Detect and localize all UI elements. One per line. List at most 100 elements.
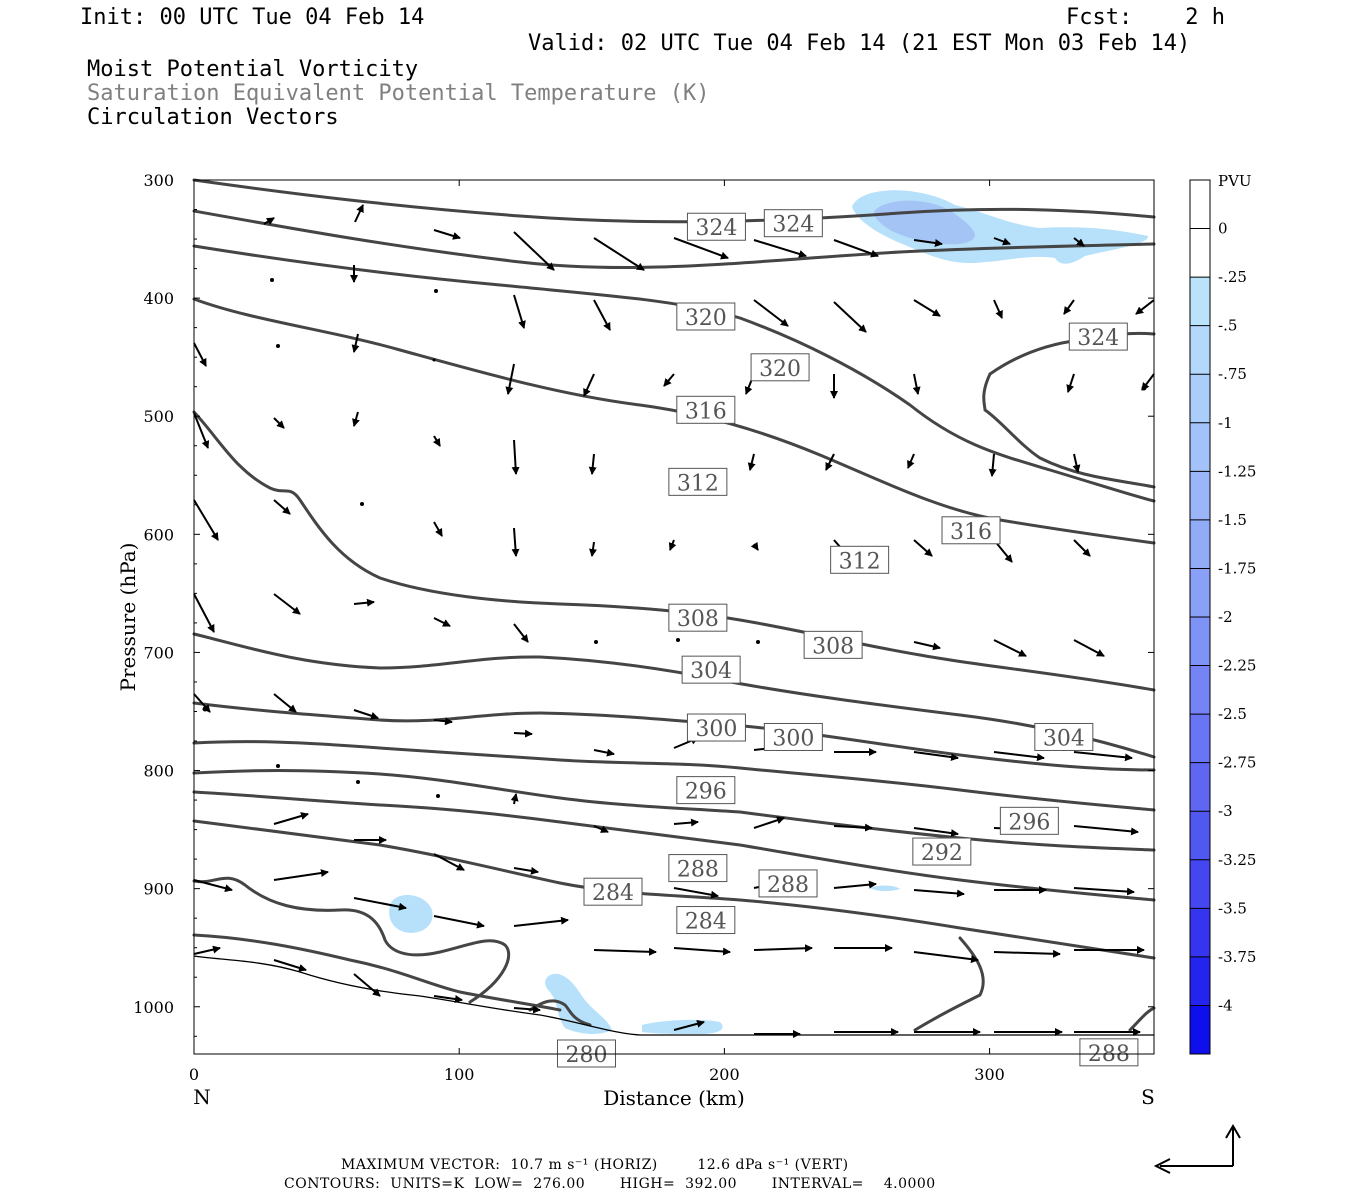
contour-label: 296 [676, 776, 736, 805]
colorbar-label: -1.25 [1218, 462, 1256, 480]
contour-line [192, 790, 1156, 902]
vector-arrow [913, 827, 959, 838]
vector-arrow [273, 812, 309, 825]
vector-dot [756, 640, 760, 644]
contour-label-text: 312 [839, 549, 881, 574]
vector-arrow [668, 539, 677, 551]
contour-label-box [676, 906, 736, 935]
contour-line [192, 410, 1156, 692]
contour-label: 300 [763, 722, 823, 751]
title-mpv: Moist Potential Vorticity [87, 57, 419, 82]
colorbar-swatch [1190, 859, 1210, 909]
colorbar-swatch [1190, 908, 1210, 957]
vector-arrow [1066, 373, 1075, 393]
contour-label-text: 304 [1043, 726, 1085, 751]
vector-arrow [750, 541, 759, 551]
vector-arrow [913, 751, 959, 762]
vector-arrow [432, 435, 441, 447]
contour-label-box [1034, 722, 1094, 751]
colorbar-label: -3.75 [1218, 948, 1256, 966]
contour-line [192, 819, 1156, 960]
y-tick-label: 800 [143, 762, 174, 781]
vector-arrow [833, 823, 873, 832]
pv-region-low1 [389, 894, 433, 933]
contour-label-text: 316 [685, 399, 727, 424]
contour-label-box [912, 837, 972, 866]
vector-arrow [753, 944, 813, 953]
vector-arrow [833, 880, 877, 889]
colorbar-label: -3 [1218, 802, 1233, 820]
vector-arrow [593, 825, 609, 833]
zero-vector-dots [202, 278, 1147, 798]
y-tick-label: 1000 [133, 998, 174, 1017]
vector-arrow [273, 959, 307, 972]
vector-arrow [588, 453, 597, 475]
x-tick-label: 300 [974, 1065, 1005, 1084]
vector-arrow [273, 869, 329, 881]
contour-label: 324 [763, 209, 823, 238]
vector-dot [276, 344, 280, 348]
vector-arrow [263, 217, 275, 226]
contour-label-text: 308 [677, 607, 719, 632]
vector-dot [436, 794, 440, 798]
contour-label-text: 284 [685, 910, 727, 935]
contour-label: 316 [676, 395, 736, 424]
contour-label-box [676, 776, 736, 805]
contour-label-box [1079, 1038, 1139, 1067]
contour-label: 316 [941, 516, 1001, 545]
vector-arrow [1073, 825, 1139, 836]
vector-arrow [753, 239, 807, 258]
contour-line [192, 297, 1156, 545]
contour-label: 288 [1079, 1038, 1139, 1067]
contour-label-box [686, 713, 746, 742]
vector-arrow [593, 748, 615, 757]
contour-label: 288 [668, 854, 728, 883]
contour-label-box [676, 395, 736, 424]
vector-arrow [193, 879, 233, 893]
vector-dot [594, 640, 598, 644]
vector-arrow [913, 539, 933, 557]
colorbar-label: -1 [1218, 414, 1233, 432]
contour-label: 304 [681, 655, 741, 684]
vector-arrow [825, 453, 835, 471]
y-tick-label: 900 [143, 880, 174, 899]
contour-line [528, 999, 592, 1027]
vector-arrow [513, 231, 555, 271]
vector-arrow [589, 541, 597, 557]
vector-dot [432, 358, 436, 362]
x-tick-label: 100 [444, 1065, 475, 1084]
contour-label-text: 284 [592, 881, 634, 906]
vector-arrow [193, 342, 207, 367]
contour-label-box [583, 877, 643, 906]
vector-arrow [353, 973, 381, 997]
contour-line [192, 769, 1156, 852]
contour-label-box [999, 806, 1059, 835]
contour-label-text: 296 [1008, 810, 1050, 835]
vector-arrow [1073, 751, 1133, 762]
contour-label: 312 [830, 545, 890, 574]
contour-label-text: 308 [812, 634, 854, 659]
vector-arrow [913, 951, 979, 964]
contour-label-box [830, 545, 890, 574]
colorbar-label: -2.75 [1218, 754, 1256, 772]
colorbar-swatch [1190, 422, 1210, 472]
vector-arrow [993, 299, 1003, 319]
title-vectors: Circulation Vectors [87, 105, 339, 130]
vector-arrow [673, 887, 719, 899]
y-tick-label: 300 [143, 171, 174, 190]
colorbar-label: -.25 [1218, 268, 1247, 286]
vector-arrow [673, 1019, 705, 1031]
vector-arrow [273, 417, 285, 429]
vector-arrow [433, 853, 465, 871]
max-vector-note: MAXIMUM VECTOR: 10.7 m s⁻¹ (HORIZ) 12.6 … [341, 1157, 849, 1173]
vector-arrow [505, 363, 515, 395]
vector-dot [356, 780, 360, 784]
vector-arrow [433, 915, 485, 929]
circulation-vectors [193, 204, 1155, 1038]
vector-arrow [993, 639, 1027, 657]
colorbar-swatch [1190, 180, 1210, 229]
pv-region-low2 [545, 973, 612, 1034]
vector-dot [202, 706, 208, 712]
vector-arrow [912, 373, 921, 395]
contour-label: 292 [912, 837, 972, 866]
